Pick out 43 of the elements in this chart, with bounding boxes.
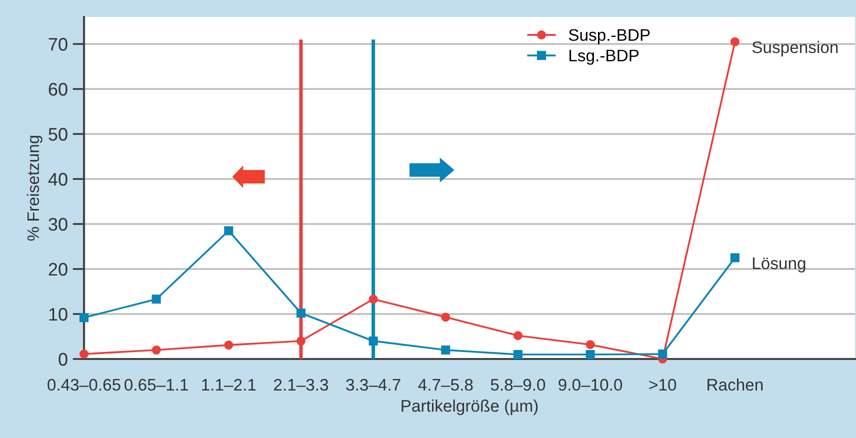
point: [296, 336, 306, 346]
x-tick-label: 5.8–9.0: [490, 378, 546, 391]
y-tick-label: 30: [48, 218, 68, 231]
y-tick-label: 20: [48, 262, 68, 276]
point: [224, 226, 234, 236]
x-axis-title: Partikelgröße (µm): [402, 400, 538, 416]
point: [513, 350, 522, 360]
annotation: Lösung: [752, 258, 806, 272]
point: [368, 336, 378, 346]
x-tick-label: 9.0–10.0: [558, 378, 622, 391]
y-tick-label: 60: [48, 82, 68, 96]
x-tick-label: >10: [649, 378, 676, 391]
y-tick-label: 0: [58, 352, 68, 366]
y-tick-label: 40: [48, 172, 68, 186]
x-tick-label: 3.3–4.7: [346, 378, 400, 391]
y-tick-label: 50: [48, 128, 68, 141]
legend-label: Susp.-BDP: [568, 29, 650, 44]
point: [441, 312, 450, 322]
point: [586, 350, 595, 360]
x-tick-label: 2.1–3.3: [274, 378, 328, 391]
point: [296, 308, 306, 318]
x-tick-label: Rachen: [708, 378, 763, 391]
y-tick-label: 10: [49, 308, 68, 321]
x-tick-label: 0.43–0.65: [48, 378, 120, 391]
y-tick-label: 70: [48, 38, 68, 51]
legend-label: Lsg.-BDP: [570, 50, 639, 65]
x-tick-label: 0.65–1.1: [124, 378, 188, 391]
point: [79, 313, 89, 322]
point: [152, 294, 161, 304]
point: [658, 350, 668, 359]
point: [586, 340, 595, 350]
point: [730, 253, 740, 262]
point: [368, 294, 378, 304]
point: [224, 340, 234, 350]
x-tick-label: 4.7–5.8: [418, 378, 473, 391]
point: [513, 331, 522, 340]
point: [79, 350, 89, 359]
y-axis-title: % Freisetzung: [26, 136, 42, 241]
x-tick-label: 1.1–2.1: [202, 378, 256, 391]
point: [730, 37, 740, 46]
annotation: Suspension: [752, 40, 838, 56]
point: [441, 345, 450, 355]
point: [152, 345, 161, 355]
